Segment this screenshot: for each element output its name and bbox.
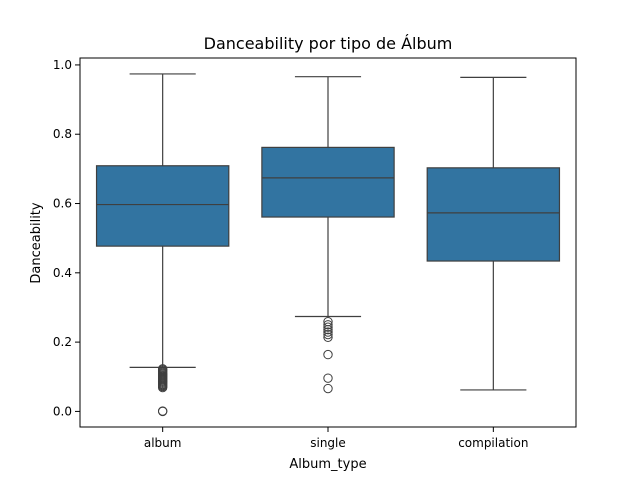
box-album xyxy=(95,165,230,247)
x-axis-label: Album_type xyxy=(289,457,366,472)
chart-title: Danceability por tipo de Álbum xyxy=(204,34,453,53)
y-tick-label: 0.0 xyxy=(53,404,72,418)
y-tick-label: 1.0 xyxy=(53,58,72,72)
plot-frame xyxy=(79,57,577,428)
y-tick-label: 0.4 xyxy=(53,266,72,280)
box-compilation xyxy=(426,167,561,262)
y-axis-label: Danceability xyxy=(29,202,44,284)
x-tick-label: album xyxy=(144,436,182,450)
y-tick-label: 0.6 xyxy=(53,197,72,211)
y-tick-label: 0.2 xyxy=(53,335,72,349)
x-tick-label: compilation xyxy=(458,436,528,450)
outlier-point xyxy=(323,327,333,337)
outlier-point xyxy=(323,322,333,332)
outlier-point xyxy=(157,406,168,417)
outlier-point xyxy=(323,324,333,335)
outlier-point xyxy=(323,349,333,360)
plot-area: 0.0 0.2 0.4 0.6 0.8 1.0 album single compilation xyxy=(53,58,561,450)
outlier-point xyxy=(323,383,333,394)
outlier-point xyxy=(157,382,168,393)
x-tick-label: single xyxy=(310,436,346,450)
y-tick-label: 0.8 xyxy=(53,127,72,141)
outlier-point xyxy=(323,373,333,383)
outlier-point xyxy=(323,320,333,330)
outlier-point xyxy=(323,329,333,340)
box-single xyxy=(261,146,395,218)
outlier-point xyxy=(323,332,333,342)
